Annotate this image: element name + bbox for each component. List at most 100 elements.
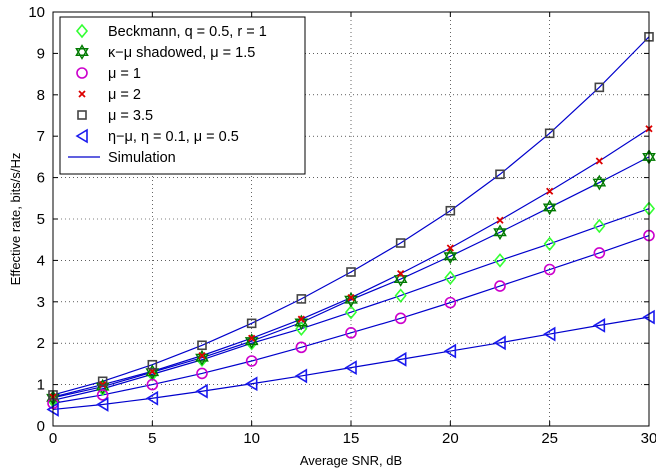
series-1-point xyxy=(444,270,457,286)
y-tick-label: 6 xyxy=(37,170,45,187)
legend: Beckmann, q = 0.5, r = 1 κ−μ shadowed, μ … xyxy=(59,16,306,175)
marker-stroke xyxy=(393,275,408,287)
marker-stroke xyxy=(592,178,607,191)
x-tick-label: 0 xyxy=(49,430,57,447)
legend-label: κ−μ shadowed, μ = 1.5 xyxy=(108,45,255,61)
series-3-point xyxy=(96,389,109,401)
series-6-point xyxy=(96,397,109,412)
simulation-line-2 xyxy=(52,156,650,399)
legend-label: μ = 2 xyxy=(108,87,141,103)
legend-marker xyxy=(75,128,88,144)
series-4-point xyxy=(198,351,206,360)
grid-lines xyxy=(53,12,649,426)
marker-stroke xyxy=(443,248,458,261)
marker-stroke xyxy=(397,270,405,278)
legend-marker xyxy=(75,44,89,60)
series-4-point xyxy=(248,334,256,342)
series-6-point xyxy=(195,383,208,399)
legend-label: Simulation xyxy=(108,150,176,166)
x-tick-label: 10 xyxy=(243,430,260,447)
series-3-point xyxy=(345,327,357,339)
legend-label: μ = 3.5 xyxy=(108,108,153,124)
series-4-point xyxy=(397,270,405,278)
series-5-point xyxy=(197,340,207,351)
series-6-point xyxy=(344,360,357,376)
series-4-point xyxy=(496,216,504,224)
x-tick-label: 30 xyxy=(641,430,656,447)
series-4-point xyxy=(347,294,355,302)
y-tick-label: 5 xyxy=(37,211,45,228)
series-5-point xyxy=(346,267,356,277)
series-6-point xyxy=(245,376,258,392)
y-tick-label: 1 xyxy=(37,377,45,394)
series-3-point xyxy=(295,341,308,354)
y-tick-label: 4 xyxy=(37,252,45,269)
marker-stroke xyxy=(75,48,89,60)
legend-box xyxy=(59,16,306,175)
series-1-point xyxy=(493,253,507,268)
series-4-point xyxy=(595,157,603,165)
legend-marker xyxy=(78,90,86,98)
series-5-point xyxy=(246,318,257,329)
axis-ticks: 0 5 10 15 20 25 30 0 1 2 3 4 5 6 7 8 9 10 xyxy=(28,4,656,447)
legend-marker xyxy=(77,110,87,120)
series-2-point xyxy=(493,224,507,241)
series-5-point xyxy=(594,82,605,93)
data-markers xyxy=(46,32,656,417)
x-tick-label: 20 xyxy=(442,430,459,447)
marker-stroke xyxy=(595,157,603,165)
series-5-point xyxy=(495,169,505,180)
series-3-point xyxy=(593,247,606,259)
x-axis-label: Average SNR, dB xyxy=(300,453,402,468)
series-3-point xyxy=(196,367,208,380)
marker-stroke xyxy=(145,364,160,377)
series-3-point xyxy=(245,355,258,367)
series-3-point xyxy=(444,296,457,309)
series-5-point xyxy=(147,359,158,370)
simulation-line-1 xyxy=(52,208,650,401)
y-tick-label: 9 xyxy=(37,45,45,62)
marker-stroke xyxy=(297,315,305,323)
marker-stroke xyxy=(344,291,358,304)
marker-stroke xyxy=(446,244,454,252)
marker-stroke xyxy=(546,187,554,195)
marker-stroke xyxy=(496,216,504,224)
series-6-point xyxy=(592,317,606,333)
marker-stroke xyxy=(248,334,256,342)
series-6-point xyxy=(394,351,407,367)
x-tick-label: 25 xyxy=(541,430,558,447)
series-6-point xyxy=(443,343,457,359)
series-6-point xyxy=(493,335,506,351)
series-6-point xyxy=(294,368,308,384)
series-3-point xyxy=(146,378,159,391)
x-tick-label: 15 xyxy=(343,430,360,447)
series-2-point xyxy=(592,174,607,191)
legend-marker xyxy=(75,23,89,39)
series-5-point xyxy=(296,294,307,304)
marker-stroke xyxy=(592,174,607,187)
marker-stroke xyxy=(78,90,86,98)
series-3-point xyxy=(543,263,556,276)
legend-label: μ = 1 xyxy=(108,66,141,82)
y-tick-label: 7 xyxy=(37,128,45,145)
x-tick-label: 5 xyxy=(148,430,156,447)
series-5-point xyxy=(97,376,108,387)
series-1-point xyxy=(344,304,358,320)
series-2-point xyxy=(542,199,557,216)
y-tick-label: 0 xyxy=(37,418,45,435)
legend-marker xyxy=(76,67,88,79)
marker-stroke xyxy=(198,351,206,360)
marker-stroke xyxy=(493,224,507,237)
series-1-point xyxy=(593,218,606,234)
marker-stroke xyxy=(347,294,355,302)
y-tick-label: 3 xyxy=(37,294,45,311)
marker-stroke xyxy=(75,44,89,56)
y-tick-label: 10 xyxy=(28,4,45,21)
series-5-point xyxy=(544,128,555,139)
series-4-point xyxy=(446,244,454,252)
series-1-point xyxy=(295,321,308,336)
series-4-point xyxy=(297,315,305,323)
series-6-point xyxy=(145,390,159,406)
legend-label: η−μ, η = 0.1, μ = 0.5 xyxy=(108,129,239,145)
